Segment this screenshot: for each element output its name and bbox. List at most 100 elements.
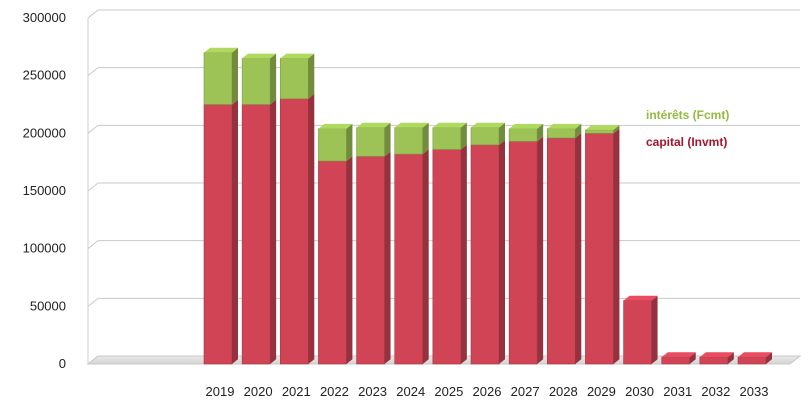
bar-side-interets — [537, 123, 544, 142]
bar-side-capital — [727, 352, 734, 364]
bar-top-face — [738, 352, 772, 358]
bar-side-capital — [308, 93, 315, 364]
x-tick-label: 2025 — [434, 384, 463, 399]
bar-stack — [508, 123, 544, 365]
bar-top-face — [699, 352, 734, 358]
x-tick-label: 2028 — [549, 384, 578, 399]
bar-stack — [623, 295, 658, 365]
bar-segment-capital — [508, 141, 538, 365]
bar-side-capital — [575, 133, 582, 364]
x-tick-label: 2023 — [358, 384, 387, 399]
bar-segment-interets — [432, 127, 462, 150]
bar-segment-capital — [241, 104, 271, 365]
bar-side-capital — [346, 156, 353, 364]
bar-side-interets — [270, 53, 277, 105]
x-tick-label: 2020 — [244, 384, 273, 399]
bar-stack — [661, 352, 696, 365]
y-tick-label: 50000 — [30, 298, 66, 313]
bar-segment-capital — [318, 160, 347, 365]
bar-top-face — [280, 53, 315, 59]
bar-side-capital — [422, 149, 429, 364]
bars-layer — [203, 47, 772, 365]
bar-segment-capital — [661, 356, 691, 365]
bar-side-capital — [766, 352, 772, 364]
bar-segment-capital — [394, 153, 424, 365]
bar-side-interets — [575, 123, 582, 138]
bar-stack — [737, 352, 772, 365]
bar-top-face — [661, 352, 696, 358]
bar-segment-capital — [585, 133, 614, 365]
bar-segment-interets — [203, 52, 233, 105]
y-axis: 0 50000 100000 150000 200000 250000 300000 — [23, 10, 66, 371]
bar-segment-interets — [585, 129, 614, 134]
bar-segment-interets — [508, 128, 538, 142]
x-tick-label: 2029 — [587, 384, 616, 399]
y-tick-label: 100000 — [23, 241, 66, 256]
bar-top-face — [242, 53, 277, 59]
bar-segment-interets — [318, 128, 347, 162]
bar-segment-interets — [279, 58, 309, 100]
bar-top-face — [204, 47, 238, 53]
x-tick-label: 2032 — [701, 384, 730, 399]
bar-stack — [241, 53, 277, 365]
bar-segment-capital — [623, 300, 652, 365]
legend-label-interets: intérêts (Fcmt) — [646, 108, 729, 122]
bar-segment-interets — [241, 58, 271, 105]
bar-stack — [432, 122, 467, 365]
bar-stack — [279, 53, 315, 365]
bar-top-face — [585, 125, 620, 130]
bar-side-capital — [537, 136, 544, 364]
x-tick-label: 2024 — [396, 384, 425, 399]
x-tick-label: 2027 — [511, 384, 540, 399]
bar-stack — [699, 352, 734, 365]
bar-top-face — [623, 295, 658, 301]
bar-segment-interets — [356, 127, 385, 157]
bar-top-face — [471, 122, 505, 128]
bar-stack — [546, 123, 582, 365]
bar-top-face — [432, 122, 467, 128]
bar-top-face — [547, 123, 582, 129]
bar-top-face — [356, 122, 391, 128]
bar-segment-capital — [356, 156, 385, 365]
bar-stack — [470, 122, 505, 365]
bar-side-capital — [499, 140, 505, 364]
y-tick-label: 250000 — [23, 68, 66, 83]
bar-stack — [318, 123, 353, 365]
bar-side-interets — [460, 122, 467, 150]
gridline-diagonal — [87, 67, 99, 77]
x-tick-label: 2030 — [625, 384, 654, 399]
bar-side-interets — [422, 122, 429, 155]
bar-segment-interets — [546, 128, 576, 139]
y-tick-label: 0 — [59, 356, 66, 371]
bar-side-interets — [232, 47, 238, 105]
bar-side-interets — [499, 122, 505, 145]
bar-side-interets — [384, 122, 391, 157]
x-tick-label: 2021 — [282, 384, 311, 399]
bar-side-capital — [613, 128, 620, 364]
y-tick-label: 150000 — [23, 183, 66, 198]
bar-side-capital — [270, 99, 277, 364]
bar-side-capital — [689, 352, 696, 364]
bar-segment-capital — [279, 98, 309, 365]
bar-side-interets — [346, 123, 353, 162]
bar-segment-capital — [470, 144, 500, 365]
x-tick-label: 2019 — [206, 384, 235, 399]
x-tick-label: 2022 — [320, 384, 349, 399]
x-tick-label: 2026 — [473, 384, 502, 399]
y-tick-label: 300000 — [23, 10, 66, 25]
x-tick-label: 2031 — [663, 384, 692, 399]
bar-stack — [356, 122, 391, 365]
gridline-diagonal — [87, 240, 99, 250]
gridline-diagonal — [87, 182, 99, 192]
bar-stack — [394, 122, 429, 365]
bar-stack — [203, 47, 238, 365]
x-axis: 2019 2020 2021 2022 2023 2024 2025 2026 2027 2028… — [206, 384, 769, 399]
bar-segment-interets — [470, 127, 500, 146]
gridline-diagonal — [87, 297, 99, 307]
y-tick-label: 200000 — [23, 125, 66, 140]
bar-side-capital — [232, 99, 238, 364]
bar-segment-capital — [203, 104, 233, 365]
bar-side-capital — [384, 151, 391, 364]
